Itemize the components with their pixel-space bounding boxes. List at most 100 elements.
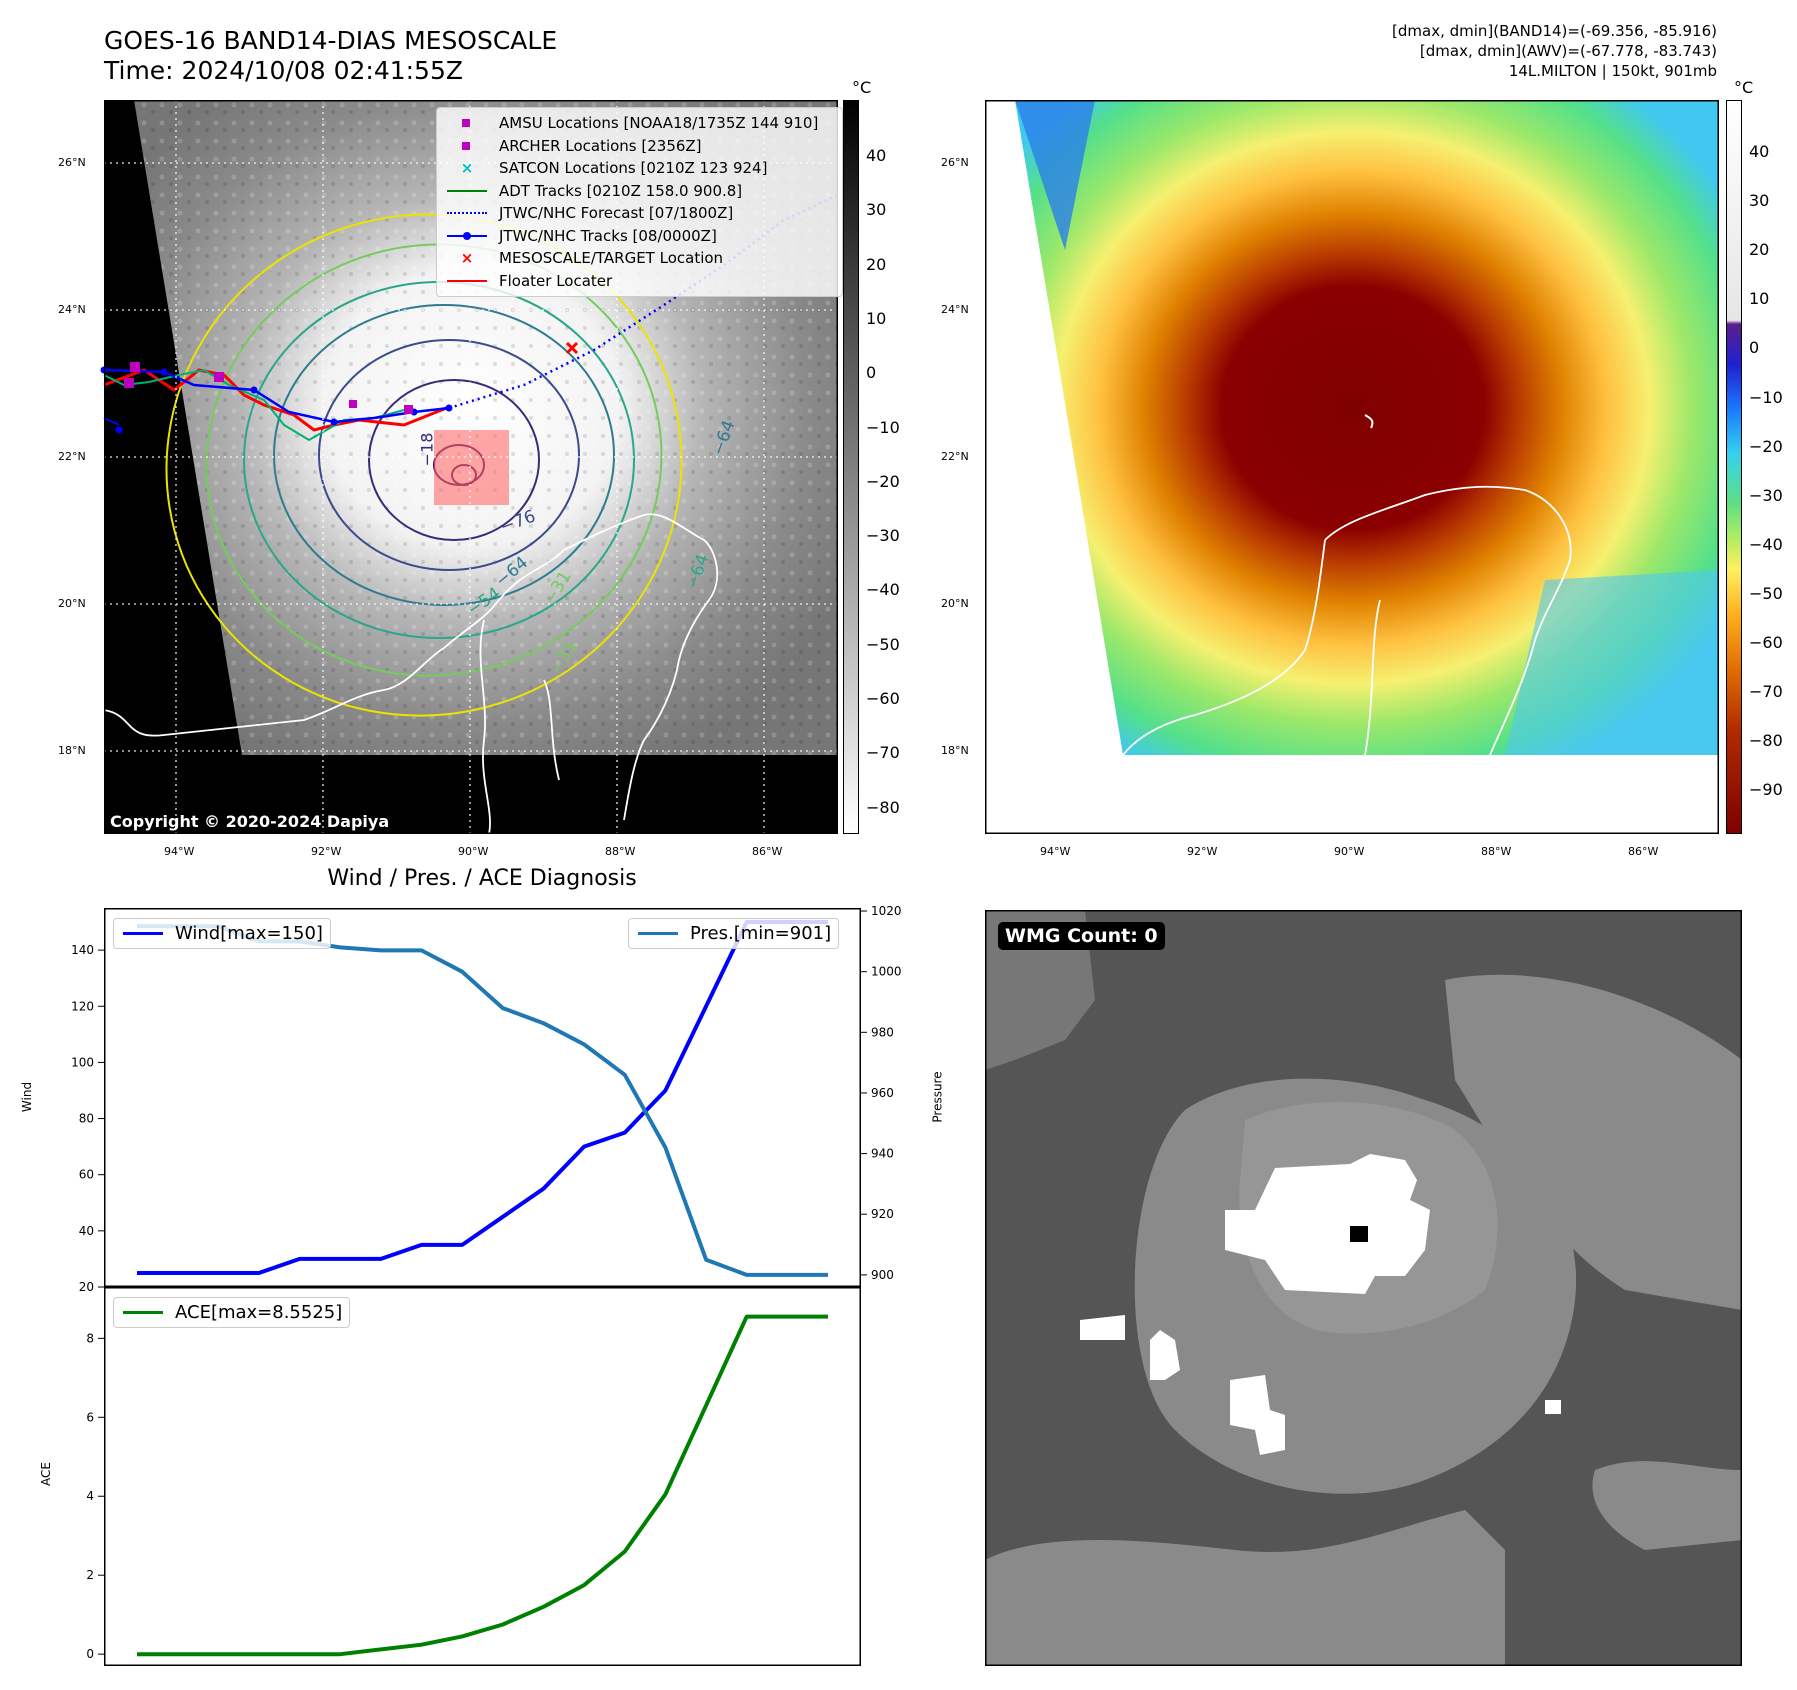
y-tick-label: 4 <box>86 1489 94 1503</box>
gray-colorbar-tick: 20 <box>866 254 887 274</box>
gray-colorbar-tick: 30 <box>866 200 887 220</box>
info-line1: [dmax, dmin](BAND14)=(-69.356, -85.916) <box>1392 22 1717 40</box>
ace-axis-label: ACE <box>38 1462 53 1486</box>
gray-colorbar-tick: −50 <box>866 634 900 654</box>
gray-colorbar-tick: 40 <box>866 146 887 165</box>
lon-tick: 88°W <box>605 845 636 858</box>
line-dot-icon <box>445 229 489 243</box>
legend-label: ARCHER Locations [2356Z] <box>499 136 702 155</box>
y2-tick-label: 940 <box>871 1147 894 1161</box>
diagnosis-title: Wind / Pres. / ACE Diagnosis <box>327 866 637 891</box>
gray-colorbar <box>843 100 859 834</box>
y-tick-label: 120 <box>71 999 94 1013</box>
lat-tick: 22°N <box>941 450 969 463</box>
gray-colorbar-tick: −40 <box>866 580 900 600</box>
ace-chart: 0 2 4 6 8 <box>86 1287 861 1666</box>
color-colorbar <box>1726 100 1742 834</box>
series-line <box>137 920 828 1275</box>
lon-tick: 94°W <box>1040 845 1071 858</box>
y-tick-label: 0 <box>86 1647 94 1661</box>
legend-entry: × SATCON Locations [0210Z 123 924] <box>445 157 834 180</box>
info-line2: [dmax, dmin](AWV)=(-67.778, -83.743) <box>1419 42 1717 60</box>
legend-label: Floater Locater <box>499 271 613 290</box>
legend-entry: AMSU Locations [NOAA18/1735Z 144 910] <box>445 112 834 135</box>
y-tick-label: 20 <box>79 1280 94 1294</box>
contour-label: −18 <box>417 432 437 467</box>
awv-map <box>985 100 1719 834</box>
lat-tick: 22°N <box>58 450 86 463</box>
lon-tick: 90°W <box>1334 845 1365 858</box>
color-colorbar-tick: −50 <box>1749 583 1783 603</box>
legend-label: JTWC/NHC Forecast [07/1800Z] <box>499 204 734 223</box>
gray-colorbar-tick: −70 <box>866 743 900 763</box>
gray-colorbar-tick: −60 <box>866 689 900 708</box>
color-colorbar-tick: −40 <box>1749 534 1783 554</box>
pressure-legend: Pres.[min=901] <box>628 918 840 949</box>
color-colorbar-unit: °C <box>1734 78 1754 97</box>
gray-colorbar-tick: −80 <box>866 797 900 817</box>
line-swatch-icon <box>121 926 165 940</box>
lon-tick: 86°W <box>1628 845 1659 858</box>
color-colorbar-tick: 10 <box>1749 289 1770 309</box>
color-colorbar-tick: −80 <box>1749 731 1783 751</box>
wind-legend: Wind[max=150] <box>113 918 331 949</box>
line-swatch-icon <box>445 274 489 288</box>
x-marker-icon: × <box>460 159 474 178</box>
lat-tick: 18°N <box>58 744 86 757</box>
square-marker-icon <box>445 116 489 130</box>
y-tick-label: 2 <box>86 1568 94 1582</box>
y2-tick-label: 980 <box>871 1025 894 1039</box>
lat-tick: 26°N <box>941 156 969 169</box>
y-tick-label: 60 <box>79 1168 94 1182</box>
wind-axis-label: Wind <box>20 1081 35 1113</box>
x-marker-icon: × <box>460 249 474 268</box>
legend-label: AMSU Locations [NOAA18/1735Z 144 910] <box>499 114 819 133</box>
lon-tick: 92°W <box>1187 845 1218 858</box>
plot-frame <box>104 908 861 1287</box>
legend-label: MESOSCALE/TARGET Location <box>499 249 724 268</box>
y2-tick-label: 900 <box>871 1268 894 1282</box>
lat-tick: 20°N <box>941 597 969 610</box>
legend-label: ACE[max=8.5525] <box>175 1301 343 1323</box>
line-swatch-icon <box>445 184 489 198</box>
wind-pressure-chart: 20 40 60 80 100 120 140 900 920 940 960 980 1000 1020 <box>71 904 901 1294</box>
gray-colorbar-unit: °C <box>852 78 872 97</box>
legend-label: Wind[max=150] <box>175 922 323 944</box>
wmg-count-badge: WMG Count: 0 <box>998 922 1165 950</box>
ace-legend: ACE[max=8.5525] <box>113 1297 351 1328</box>
gray-colorbar-tick: −20 <box>866 471 900 491</box>
lat-tick: 18°N <box>941 744 969 757</box>
legend-entry: ADT Tracks [0210Z 158.0 900.8] <box>445 180 834 203</box>
y-tick-label: 100 <box>71 1055 94 1069</box>
color-colorbar-tick: −70 <box>1749 682 1783 702</box>
lon-tick: 86°W <box>752 845 783 858</box>
y2-tick-label: 1000 <box>871 965 902 979</box>
wmg-map <box>985 910 1742 1666</box>
legend-label: Pres.[min=901] <box>690 922 832 944</box>
y-tick-label: 140 <box>71 943 94 957</box>
series-line <box>137 924 828 1277</box>
color-colorbar-tick: 30 <box>1749 191 1770 211</box>
lon-tick: 94°W <box>164 845 195 858</box>
legend-entry: × MESOSCALE/TARGET Location <box>445 247 834 270</box>
square-marker-icon <box>445 139 489 153</box>
line-swatch-icon <box>121 1305 165 1319</box>
map-title-line2: Time: 2024/10/08 02:41:55Z <box>104 56 463 85</box>
plot-frame <box>104 1287 861 1666</box>
series-line <box>137 1314 828 1657</box>
y2-tick-label: 1020 <box>871 904 902 918</box>
y-tick-label: 40 <box>79 1224 94 1238</box>
map-title-line1: GOES-16 BAND14-DIAS MESOSCALE <box>104 26 558 55</box>
color-colorbar-tick: 0 <box>1749 338 1760 358</box>
gray-colorbar-tick: −10 <box>866 417 900 437</box>
y2-tick-label: 920 <box>871 1207 894 1221</box>
legend-label: ADT Tracks [0210Z 158.0 900.8] <box>499 181 743 200</box>
legend-entry: ARCHER Locations [2356Z] <box>445 135 834 158</box>
color-colorbar-tick: −90 <box>1749 780 1783 800</box>
y-tick-label: 8 <box>86 1331 94 1345</box>
legend-entry: Floater Locater <box>445 270 834 293</box>
lon-tick: 92°W <box>311 845 342 858</box>
lat-tick: 20°N <box>58 597 86 610</box>
legend-label: SATCON Locations [0210Z 123 924] <box>499 159 768 178</box>
y-tick-label: 80 <box>79 1112 94 1126</box>
